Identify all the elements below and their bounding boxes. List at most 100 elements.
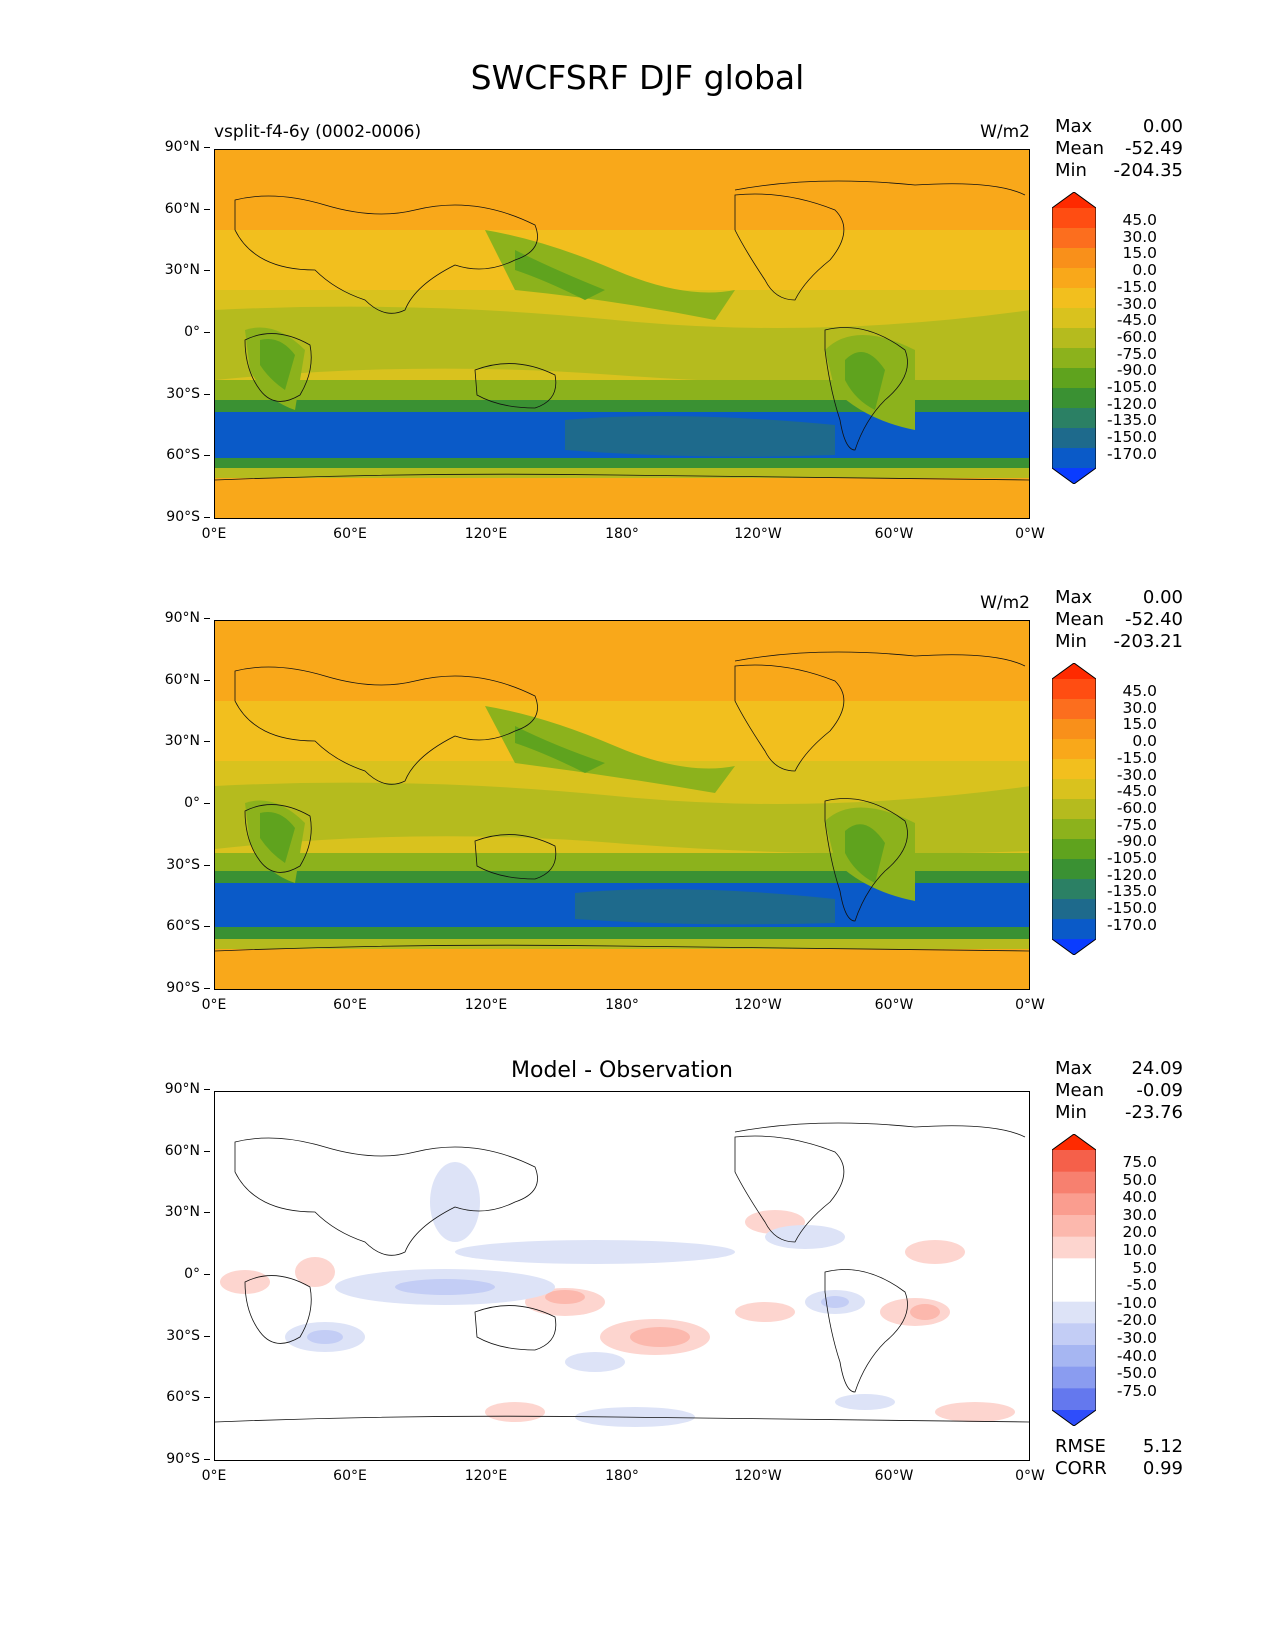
lon-label: 60°W (874, 997, 914, 1013)
stat-max: 0.00 (1142, 587, 1183, 608)
colorbar-swatch (1052, 799, 1096, 820)
colorbar-swatch (1052, 328, 1096, 349)
colorbar-swatch (1052, 719, 1096, 740)
metric-corr: 0.99 (1142, 1458, 1183, 1479)
lon-label: 120°E (464, 997, 508, 1013)
colorbar-tick: 0.0 (1132, 732, 1157, 751)
colorbar-swatch (1052, 348, 1096, 369)
stat-label: Min (1055, 1102, 1087, 1123)
lat-label: 30°N (140, 262, 210, 278)
lat-label: 30°S (140, 386, 210, 402)
colorbar-labels: 45.0 30.0 15.0 0.0 -15.0 -30.0 -45.0 -60… (1099, 683, 1157, 934)
colorbar-tick: 30.0 (1122, 227, 1157, 246)
colorbar-swatch (1052, 919, 1096, 940)
figure-title: SWCFSRF DJF global (470, 58, 805, 97)
stat-label: Max (1055, 1058, 1093, 1079)
lat-label: 90°S (140, 509, 210, 525)
colorbar (1052, 192, 1096, 484)
colorbar-tick: -15.0 (1116, 277, 1157, 296)
colorbar-swatch (1052, 699, 1096, 720)
colorbar-swatch (1052, 1410, 1096, 1426)
colorbar-swatch (1052, 1215, 1096, 1238)
lon-label: 0°W (1015, 997, 1045, 1013)
colorbar-swatch (1052, 819, 1096, 840)
colorbar-tick: -20.0 (1116, 1311, 1157, 1330)
colorbar-swatch (1052, 839, 1096, 860)
colorbar-tick: -105.0 (1107, 378, 1157, 397)
units-label: W/m2 (980, 593, 1030, 613)
metric-rmse: 5.12 (1142, 1436, 1183, 1457)
colorbar-tick: -30.0 (1116, 765, 1157, 784)
lon-label: 120°W (734, 1468, 782, 1484)
stat-label: Min (1055, 160, 1087, 181)
colorbar-swatch (1052, 899, 1096, 920)
colorbar-tick: -75.0 (1116, 344, 1157, 363)
lon-label: 0°W (1015, 1468, 1045, 1484)
lat-label: 90°S (140, 980, 210, 996)
lon-label: 120°W (734, 526, 782, 542)
lon-label: 120°E (464, 526, 508, 542)
colorbar-swatch (1052, 1301, 1096, 1324)
stat-label: Mean (1055, 609, 1105, 630)
stat-label: Min (1055, 631, 1087, 652)
stat-label: Mean (1055, 1080, 1105, 1101)
colorbar (1052, 1134, 1096, 1426)
colorbar-tick: -50.0 (1116, 1364, 1157, 1383)
lat-label: 0° (140, 324, 210, 340)
lon-label: 60°E (333, 526, 367, 542)
colorbar-tick: -15.0 (1116, 748, 1157, 767)
units-label: W/m2 (980, 122, 1030, 142)
lat-label: 0° (140, 795, 210, 811)
colorbar-tick: -45.0 (1116, 782, 1157, 801)
colorbar-tick: -135.0 (1107, 882, 1157, 901)
lon-label: 0°E (201, 997, 227, 1013)
lon-label: 120°E (464, 1468, 508, 1484)
colorbar-tick: -45.0 (1116, 311, 1157, 330)
colorbar-swatch (1052, 448, 1096, 469)
colorbar-swatch (1052, 1323, 1096, 1346)
colorbar-swatch (1052, 779, 1096, 800)
colorbar-tick: -120.0 (1107, 865, 1157, 884)
colorbar-tick: 30.0 (1122, 698, 1157, 717)
lat-label: 60°N (140, 201, 210, 217)
colorbar-tick: 20.0 (1122, 1223, 1157, 1242)
colorbar-tick: -60.0 (1116, 327, 1157, 346)
colorbar-swatch (1052, 248, 1096, 269)
lat-label: 60°S (140, 447, 210, 463)
stat-label: Mean (1055, 138, 1105, 159)
colorbar-labels: 45.0 30.0 15.0 0.0 -15.0 -30.0 -45.0 -60… (1099, 212, 1157, 463)
lon-label: 60°E (333, 997, 367, 1013)
colorbar-tick: 15.0 (1122, 244, 1157, 263)
colorbar-swatch (1052, 879, 1096, 900)
metrics-block: RMSE 5.12 CORR 0.99 (1055, 1436, 1183, 1480)
stat-min: -204.35 (1113, 160, 1183, 181)
colorbar-tick: 45.0 (1122, 211, 1157, 229)
lat-label: 90°N (140, 139, 210, 155)
colorbar (1052, 663, 1096, 955)
stat-max: 0.00 (1142, 116, 1183, 137)
colorbar-swatch (1052, 368, 1096, 389)
colorbar-tick: 10.0 (1122, 1240, 1157, 1259)
stat-max: 24.09 (1131, 1058, 1183, 1079)
lat-label: 90°N (140, 610, 210, 626)
lon-label: 180° (605, 526, 639, 542)
colorbar-tick: -5.0 (1126, 1276, 1157, 1295)
colorbar-swatch (1052, 1171, 1096, 1194)
lat-label: 90°N (140, 1081, 210, 1097)
lat-label: 60°N (140, 672, 210, 688)
colorbar-tick: 15.0 (1122, 715, 1157, 734)
colorbar-tick: -30.0 (1116, 294, 1157, 313)
stat-mean: -52.40 (1124, 609, 1183, 630)
lat-label: 30°S (140, 1328, 210, 1344)
colorbar-tick: -150.0 (1107, 899, 1157, 918)
colorbar-tick: -170.0 (1107, 915, 1157, 934)
colorbar-tick: -60.0 (1116, 798, 1157, 817)
colorbar-swatch (1052, 428, 1096, 449)
stat-mean: -52.49 (1124, 138, 1183, 159)
lat-label: 0° (140, 1266, 210, 1282)
stat-min: -203.21 (1113, 631, 1183, 652)
colorbar-swatch (1052, 663, 1096, 679)
colorbar-swatch (1052, 208, 1096, 229)
metric-label: RMSE (1055, 1436, 1106, 1457)
stat-mean: -0.09 (1136, 1080, 1183, 1101)
